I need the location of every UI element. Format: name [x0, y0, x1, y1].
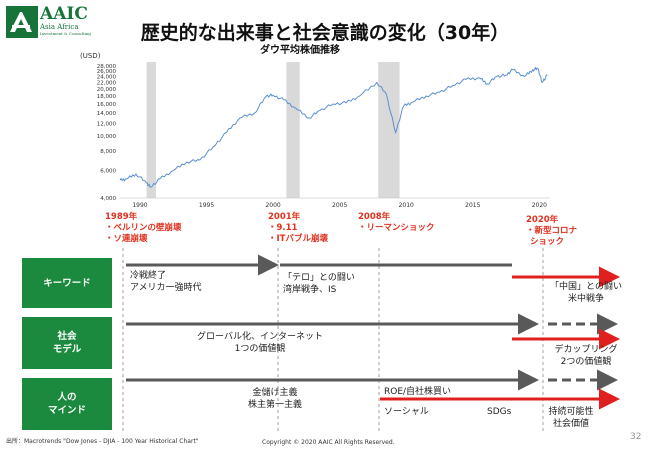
event-item: ・リーマンショック [358, 223, 435, 233]
event-2020: 2020年 ・新型コロナ ショック [526, 215, 577, 248]
mind-label: 人の マインド [22, 378, 112, 430]
chart-title: ダウ平均株価推移 [260, 44, 340, 56]
y-tick-label: 4,000 [100, 196, 116, 202]
x-tick-label: 2010 [399, 202, 414, 209]
keyword-label-text: キーワード [43, 277, 91, 289]
x-tick-label: 2020 [532, 202, 547, 209]
social-model-label: 社会 モデル [22, 317, 112, 369]
event-item: ・9.11 [268, 223, 298, 233]
x-tick-label: 2000 [265, 202, 280, 209]
recession-shade [378, 62, 400, 198]
dow-series-line [119, 66, 548, 188]
event-2001: 2001年 ・9.11 ・ITバブル崩壊 [268, 212, 328, 245]
event-2008: 2008年 ・リーマンショック [358, 212, 435, 234]
social-model-label-text: 社会 モデル [52, 331, 82, 355]
event-item: ・ITバブル崩壊 [268, 234, 328, 244]
y-tick-label: 22,000 [97, 80, 117, 86]
y-tick-label: 20,000 [97, 87, 117, 93]
mind-text-sustainability: 持続可能性 社会価値 [548, 407, 594, 429]
y-tick-label: 10,000 [97, 134, 117, 140]
y-tick-label: 14,000 [97, 111, 117, 117]
recession-shade [286, 62, 300, 198]
page-number: 32 [630, 432, 642, 442]
y-tick-label: 16,000 [97, 102, 117, 108]
event-item: ショック [530, 237, 565, 247]
mind-label-text: 人の マインド [47, 392, 86, 416]
y-tick-label: 6,000 [100, 168, 116, 174]
keyword-text-1: 冷戦終了 アメリカ一強時代 [130, 271, 202, 293]
x-tick-label: 2005 [332, 202, 347, 209]
y-axis-unit: (USD) [80, 52, 101, 60]
y-tick-label: 26,000 [97, 69, 117, 75]
mind-text-social: ソーシャル [384, 407, 429, 417]
logo-subtitle: Asia Africa [40, 23, 79, 31]
logo-name: AAIC [40, 4, 88, 24]
event-year: 1989年 [105, 212, 138, 222]
social-text-2: デカップリング 2つの価値観 [554, 345, 618, 367]
keyword-text-2: 「テロ」との闘い 湾岸戦争、IS [283, 273, 355, 295]
keyword-text-3: 「中国」との闘い 米中戦争 [550, 282, 622, 304]
event-item: ・ソ連崩壊 [105, 234, 148, 244]
y-tick-label: 8,000 [100, 149, 116, 155]
y-tick-label: 12,000 [97, 121, 117, 127]
social-text-1: グローバル化、インターネット 1つの価値観 [197, 332, 323, 354]
y-tick-label: 28,000 [97, 64, 117, 70]
event-item: ・ベルリンの壁崩壊 [105, 223, 182, 233]
x-tick-label: 1990 [132, 202, 147, 209]
y-tick-label: 24,000 [97, 74, 117, 80]
mind-text-sdgs: SDGs [487, 407, 512, 417]
copyright: Copyright © 2020 AAIC All Rights Reserve… [262, 439, 395, 446]
mind-text-1: 金儲け主義 株主第一主義 [247, 388, 302, 410]
logo-icon [6, 6, 38, 38]
dow-jones-chart: ダウ平均株価推移 (USD) 4,000 6,000 8,000 10,000 12,0… [80, 44, 550, 209]
event-year: 2020年 [526, 215, 559, 225]
event-item: ・新型コロナ [526, 226, 578, 236]
event-year: 2008年 [358, 212, 391, 222]
logo-tagline: Investment & Consulting [40, 31, 91, 36]
y-tick-label: 18,000 [97, 94, 117, 100]
page-title: 歴史的な出来事と社会意識の変化（30年） [140, 22, 510, 44]
event-1989: 1989年 ・ベルリンの壁崩壊 ・ソ連崩壊 [105, 212, 182, 245]
x-tick-label: 2015 [465, 202, 480, 209]
x-tick-label: 1995 [199, 202, 214, 209]
event-year: 2001年 [268, 212, 301, 222]
source-note: 出所：Macrotrends "Dow Jones - DJIA - 100 Y… [6, 438, 199, 445]
mind-text-roe: ROE/自社株買い [384, 387, 452, 397]
recession-shade [146, 62, 156, 198]
keyword-label: キーワード [22, 258, 112, 308]
